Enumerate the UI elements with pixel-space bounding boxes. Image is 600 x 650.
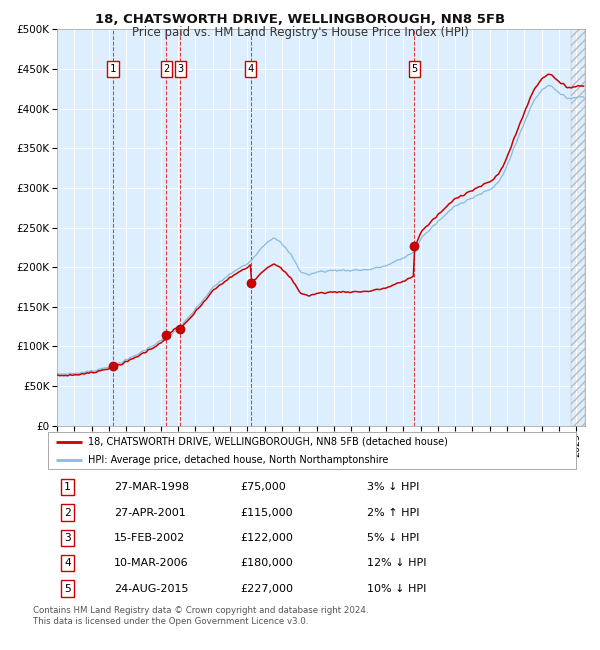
Text: £75,000: £75,000 (241, 482, 286, 492)
Text: £227,000: £227,000 (241, 584, 294, 593)
Text: 27-MAR-1998: 27-MAR-1998 (114, 482, 189, 492)
Text: HPI: Average price, detached house, North Northamptonshire: HPI: Average price, detached house, Nort… (88, 455, 388, 465)
Text: 5: 5 (412, 64, 418, 74)
Text: 5: 5 (64, 584, 71, 593)
Text: 27-APR-2001: 27-APR-2001 (114, 508, 186, 517)
Text: 4: 4 (248, 64, 254, 74)
Text: 10% ↓ HPI: 10% ↓ HPI (367, 584, 427, 593)
Text: Contains HM Land Registry data © Crown copyright and database right 2024.: Contains HM Land Registry data © Crown c… (33, 606, 368, 615)
Text: 3% ↓ HPI: 3% ↓ HPI (367, 482, 420, 492)
Text: £180,000: £180,000 (241, 558, 293, 568)
Text: 2% ↑ HPI: 2% ↑ HPI (367, 508, 420, 517)
Text: 5% ↓ HPI: 5% ↓ HPI (367, 533, 420, 543)
Text: 18, CHATSWORTH DRIVE, WELLINGBOROUGH, NN8 5FB: 18, CHATSWORTH DRIVE, WELLINGBOROUGH, NN… (95, 13, 505, 26)
Text: 10-MAR-2006: 10-MAR-2006 (114, 558, 188, 568)
Text: 1: 1 (110, 64, 116, 74)
Text: 2: 2 (163, 64, 170, 74)
Text: 24-AUG-2015: 24-AUG-2015 (114, 584, 188, 593)
Text: 15-FEB-2002: 15-FEB-2002 (114, 533, 185, 543)
Text: This data is licensed under the Open Government Licence v3.0.: This data is licensed under the Open Gov… (33, 618, 308, 627)
Text: £115,000: £115,000 (241, 508, 293, 517)
Text: 18, CHATSWORTH DRIVE, WELLINGBOROUGH, NN8 5FB (detached house): 18, CHATSWORTH DRIVE, WELLINGBOROUGH, NN… (88, 437, 448, 447)
Text: 4: 4 (64, 558, 71, 568)
Text: 1: 1 (64, 482, 71, 492)
Text: 2: 2 (64, 508, 71, 517)
Text: Price paid vs. HM Land Registry's House Price Index (HPI): Price paid vs. HM Land Registry's House … (131, 26, 469, 39)
Text: 3: 3 (177, 64, 184, 74)
Text: 12% ↓ HPI: 12% ↓ HPI (367, 558, 427, 568)
Text: 3: 3 (64, 533, 71, 543)
Bar (571, 29, 585, 426)
Text: £122,000: £122,000 (241, 533, 293, 543)
